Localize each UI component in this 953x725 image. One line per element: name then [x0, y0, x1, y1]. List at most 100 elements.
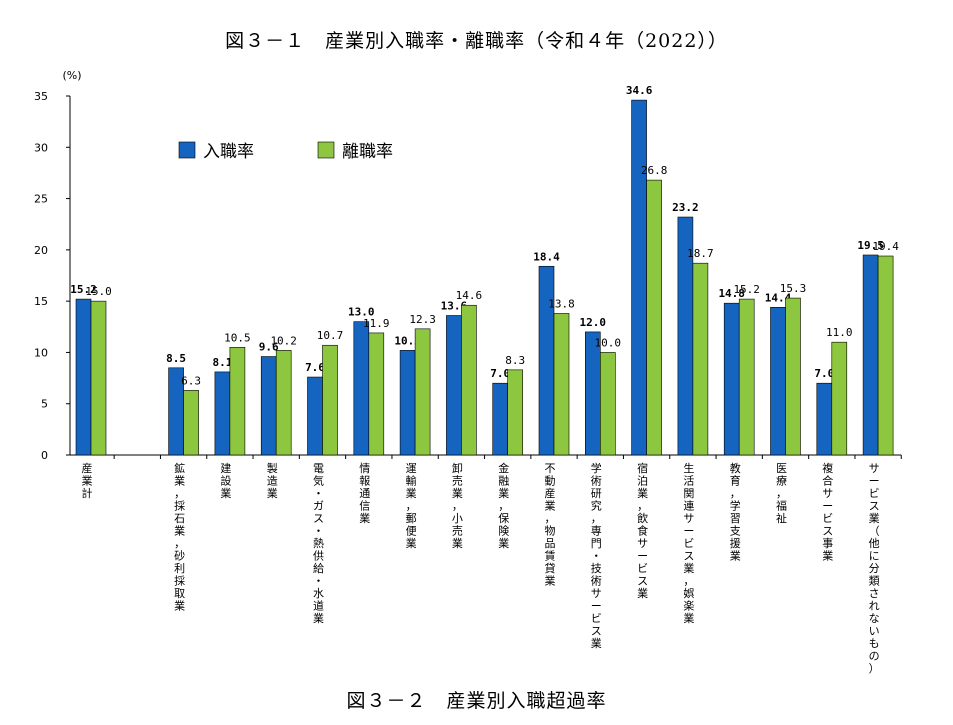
category-label-char: ー	[683, 525, 694, 538]
data-label: 11.0	[826, 326, 853, 339]
category-label-char: 業	[637, 587, 648, 600]
category-label-char: ，	[776, 487, 787, 500]
category-label-char: 食	[637, 524, 648, 538]
bar-rishoku	[599, 352, 616, 456]
y-tick-label: 20	[34, 244, 48, 257]
category-label-char: 関	[683, 487, 694, 500]
category-label-char: 物	[545, 524, 556, 538]
category-label-char: 業	[174, 600, 185, 613]
category-label-char: 報	[359, 475, 370, 488]
category-label-char: 業	[498, 537, 509, 550]
bar-nyushoku	[816, 382, 833, 456]
category-label-char: 情	[359, 462, 370, 475]
category-label-char: ー	[869, 475, 880, 488]
category-label-char: 業	[174, 525, 185, 538]
y-tick-label: 10	[34, 346, 48, 359]
category-label-char: ・	[591, 550, 602, 563]
category-label-char: 設	[220, 474, 231, 488]
category-label-char: 熱	[313, 537, 324, 550]
data-label: 8.5	[166, 352, 186, 365]
y-tick-label: 15	[34, 295, 48, 308]
category-label-char: 業	[591, 637, 602, 650]
category-label-char: 他	[869, 537, 880, 550]
category-label-char: サ	[683, 512, 694, 525]
category-label-char: ，	[683, 575, 694, 588]
data-label: 13.8	[548, 297, 575, 310]
data-label: 15.2	[733, 283, 760, 296]
data-label: 13.0	[348, 306, 375, 319]
category-label-char: ，	[174, 487, 185, 500]
category-label-char: 業	[452, 487, 463, 500]
category-label-char: 便	[406, 525, 417, 538]
category-label-char: 給	[313, 561, 324, 575]
bar-rishoku	[785, 297, 801, 456]
bar-nyushoku	[446, 315, 462, 456]
category-label-char: 泊	[637, 475, 648, 488]
category-label-char: ス	[869, 500, 880, 513]
category-label-char: サ	[591, 587, 602, 600]
bar-nyushoku	[862, 254, 879, 456]
category-label-char: ス	[313, 512, 324, 525]
category-label-char: 品	[545, 537, 556, 550]
y-tick-label: 25	[34, 193, 48, 206]
category-label-char: に	[869, 550, 880, 563]
category-label-char: 採	[174, 499, 185, 513]
data-label: 14.6	[456, 289, 483, 302]
category-label-char: ，	[406, 500, 417, 513]
category-label-char: 術	[591, 575, 602, 588]
bar-rishoku	[183, 390, 199, 456]
category-label-char: ・	[313, 575, 324, 588]
category-label-char: 供	[313, 549, 324, 563]
legend-swatch-rishoku	[317, 141, 335, 159]
data-label: 10.2	[394, 334, 421, 347]
category-label-char: 動	[545, 474, 556, 488]
category-label-char: 業	[683, 562, 694, 575]
data-label: 10.7	[317, 329, 344, 342]
data-label: 15.2	[70, 283, 97, 296]
category-label-char: れ	[869, 600, 880, 613]
category-label-char: ・	[313, 487, 324, 500]
y-axis-label: (%)	[62, 69, 81, 82]
category-label-char: 不	[545, 462, 556, 475]
category-label-char: 生	[683, 461, 694, 475]
category-label-char: の	[869, 650, 880, 663]
category-label-char: 類	[869, 575, 880, 588]
bar-rishoku	[90, 300, 107, 456]
category-label-char: ，	[498, 500, 509, 513]
data-label: 12.0	[580, 316, 607, 329]
category-label-char: ス	[637, 575, 648, 588]
category-label-char: ス	[822, 525, 833, 538]
category-label-char: 究	[591, 499, 602, 513]
data-label: 6.3	[181, 374, 201, 387]
category-label-char: サ	[869, 462, 880, 475]
category-label-char: 鉱	[174, 461, 185, 475]
legend-swatch-nyushoku	[178, 141, 196, 159]
category-label-char: ）	[869, 662, 880, 675]
bar-rishoku	[553, 313, 570, 456]
category-label-char: 業	[452, 537, 463, 550]
category-label-char: 業	[313, 612, 324, 625]
category-label-char: 支	[730, 525, 741, 538]
category-label-char: 娯	[683, 586, 694, 600]
category-label-char: ビ	[591, 612, 602, 625]
category-label-char: 売	[452, 525, 463, 538]
data-label: 19.5	[857, 239, 884, 252]
data-label: 18.7	[687, 247, 714, 260]
category-label-char: 育	[730, 474, 741, 488]
category-label-char: 気	[313, 474, 324, 488]
category-label-char: 砂	[174, 550, 185, 563]
category-label-char: ，	[545, 512, 556, 525]
category-label-char: 業	[82, 475, 93, 488]
category-label-char: 売	[452, 475, 463, 488]
bar-nyushoku	[399, 350, 416, 456]
bar-rishoku	[507, 369, 524, 456]
category-label-char: サ	[637, 537, 648, 550]
bar-nyushoku	[353, 321, 370, 456]
category-label-char: 飲	[637, 511, 648, 525]
category-label-char: ，	[637, 500, 648, 513]
data-label: 7.6	[305, 361, 325, 374]
y-tick-label: 30	[34, 141, 48, 154]
category-label-char: 学	[591, 461, 602, 475]
chart-title: 図３－１ 産業別入職率・離職率（令和４年（2022））	[225, 30, 728, 52]
bar-rishoku	[461, 304, 477, 456]
